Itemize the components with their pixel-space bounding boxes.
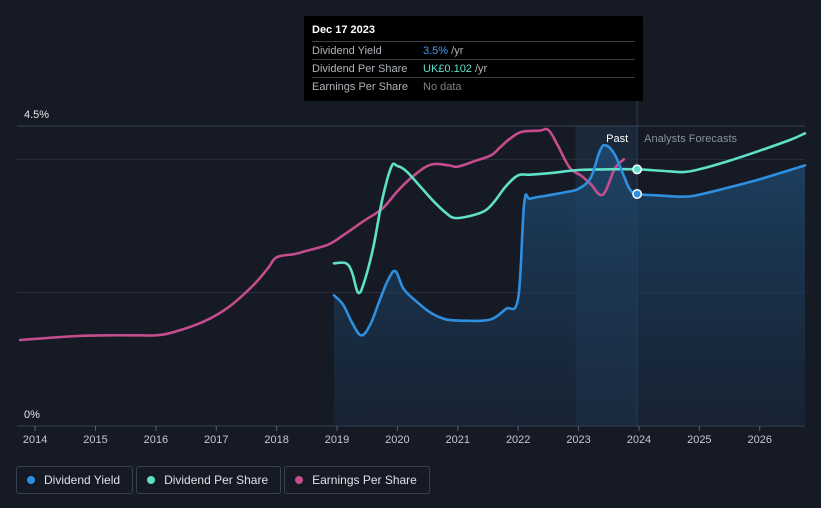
x-tick-label: 2015: [83, 434, 107, 446]
x-tick-label: 2018: [264, 434, 288, 446]
legend-label: Dividend Yield: [44, 473, 121, 487]
legend-dot-icon: [295, 476, 304, 484]
tooltip-value-number: 3.5%: [423, 45, 449, 57]
past-label: Past: [606, 133, 628, 145]
tooltip-row-dividend-per-share: Dividend Per Share UK£0.102 /yr: [312, 59, 635, 78]
x-tick-label: 2026: [747, 434, 771, 446]
x-tick-label: 2019: [325, 434, 349, 446]
tooltip-value-number: No data: [423, 81, 462, 93]
tooltip-value: UK£0.102 /yr: [423, 60, 487, 78]
y-tick-label-max: 4.5%: [24, 109, 49, 121]
tooltip-date: Dec 17 2023: [312, 24, 375, 36]
tooltip-label: Earnings Per Share: [312, 81, 408, 93]
x-tick-label: 2023: [566, 434, 590, 446]
legend-dot-icon: [27, 476, 35, 484]
tooltip-row-dividend-yield: Dividend Yield 3.5% /yr: [312, 41, 635, 60]
x-tick-label: 2016: [144, 434, 168, 446]
x-tick-label: 2014: [23, 434, 47, 446]
earnings-per-share-line: [18, 127, 626, 342]
legend-label: Earnings Per Share: [312, 473, 417, 487]
tooltip-label: Dividend Yield: [312, 45, 382, 57]
tooltip-unit: /yr: [471, 63, 488, 75]
x-tick-label: 2021: [446, 434, 470, 446]
tooltip-unit: /yr: [448, 45, 464, 57]
x-tick-label: 2025: [687, 434, 711, 446]
y-tick-label-zero: 0%: [24, 409, 40, 421]
dividend-per-share-marker: [632, 164, 643, 175]
dividend-per-share-line: [332, 132, 807, 295]
dividend-yield-marker: [632, 189, 643, 199]
tooltip-value: 3.5% /yr: [423, 42, 463, 60]
analysts-forecasts-label: Analysts Forecasts: [644, 133, 737, 145]
tooltip: Dec 17 2023 Dividend Yield 3.5% /yr Divi…: [304, 16, 643, 101]
x-tick-label: 2020: [385, 434, 409, 446]
tooltip-value: No data: [423, 78, 462, 96]
legend-item-dividend-per-share[interactable]: Dividend Per Share: [136, 466, 282, 494]
x-tick-label: 2024: [627, 434, 651, 446]
legend-label: Dividend Per Share: [164, 473, 269, 487]
tooltip-value-number: UK£0.102: [423, 63, 472, 75]
dividend-yield-area: [334, 145, 805, 426]
legend-dot-icon: [147, 476, 156, 484]
legend-item-dividend-yield[interactable]: Dividend Yield: [16, 466, 134, 494]
x-tick-label: 2022: [506, 434, 530, 446]
tooltip-row-earnings-per-share: Earnings Per Share No data: [312, 77, 635, 96]
legend-item-earnings-per-share[interactable]: Earnings Per Share: [284, 466, 430, 494]
dividend-yield-line: [332, 143, 807, 337]
x-tick-label: 2017: [204, 434, 228, 446]
tooltip-label: Dividend Per Share: [312, 63, 408, 75]
chart-legend: Dividend Yield Dividend Per Share Earnin…: [16, 466, 430, 494]
